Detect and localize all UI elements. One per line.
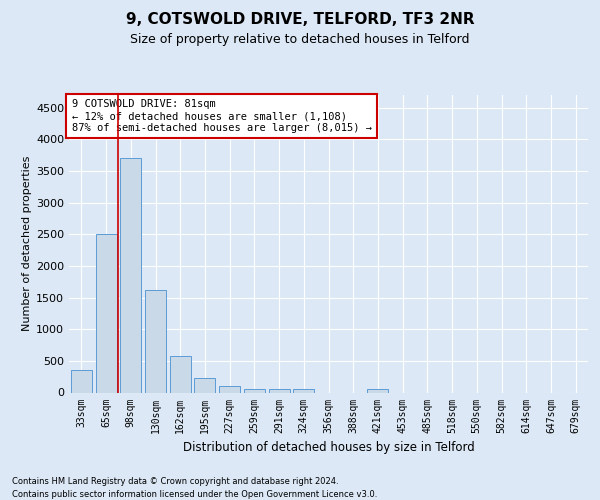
Bar <box>367 389 388 392</box>
Bar <box>269 388 290 392</box>
Bar <box>71 370 92 392</box>
Bar <box>194 378 215 392</box>
Text: 9 COTSWOLD DRIVE: 81sqm
← 12% of detached houses are smaller (1,108)
87% of semi: 9 COTSWOLD DRIVE: 81sqm ← 12% of detache… <box>71 100 371 132</box>
Text: Size of property relative to detached houses in Telford: Size of property relative to detached ho… <box>130 32 470 46</box>
Bar <box>170 356 191 393</box>
X-axis label: Distribution of detached houses by size in Telford: Distribution of detached houses by size … <box>182 441 475 454</box>
Bar <box>95 234 116 392</box>
Y-axis label: Number of detached properties: Number of detached properties <box>22 156 32 332</box>
Bar <box>219 386 240 392</box>
Bar <box>145 290 166 393</box>
Bar <box>244 388 265 392</box>
Bar <box>120 158 141 392</box>
Text: Contains public sector information licensed under the Open Government Licence v3: Contains public sector information licen… <box>12 490 377 499</box>
Text: 9, COTSWOLD DRIVE, TELFORD, TF3 2NR: 9, COTSWOLD DRIVE, TELFORD, TF3 2NR <box>125 12 475 28</box>
Bar <box>293 389 314 392</box>
Text: Contains HM Land Registry data © Crown copyright and database right 2024.: Contains HM Land Registry data © Crown c… <box>12 478 338 486</box>
